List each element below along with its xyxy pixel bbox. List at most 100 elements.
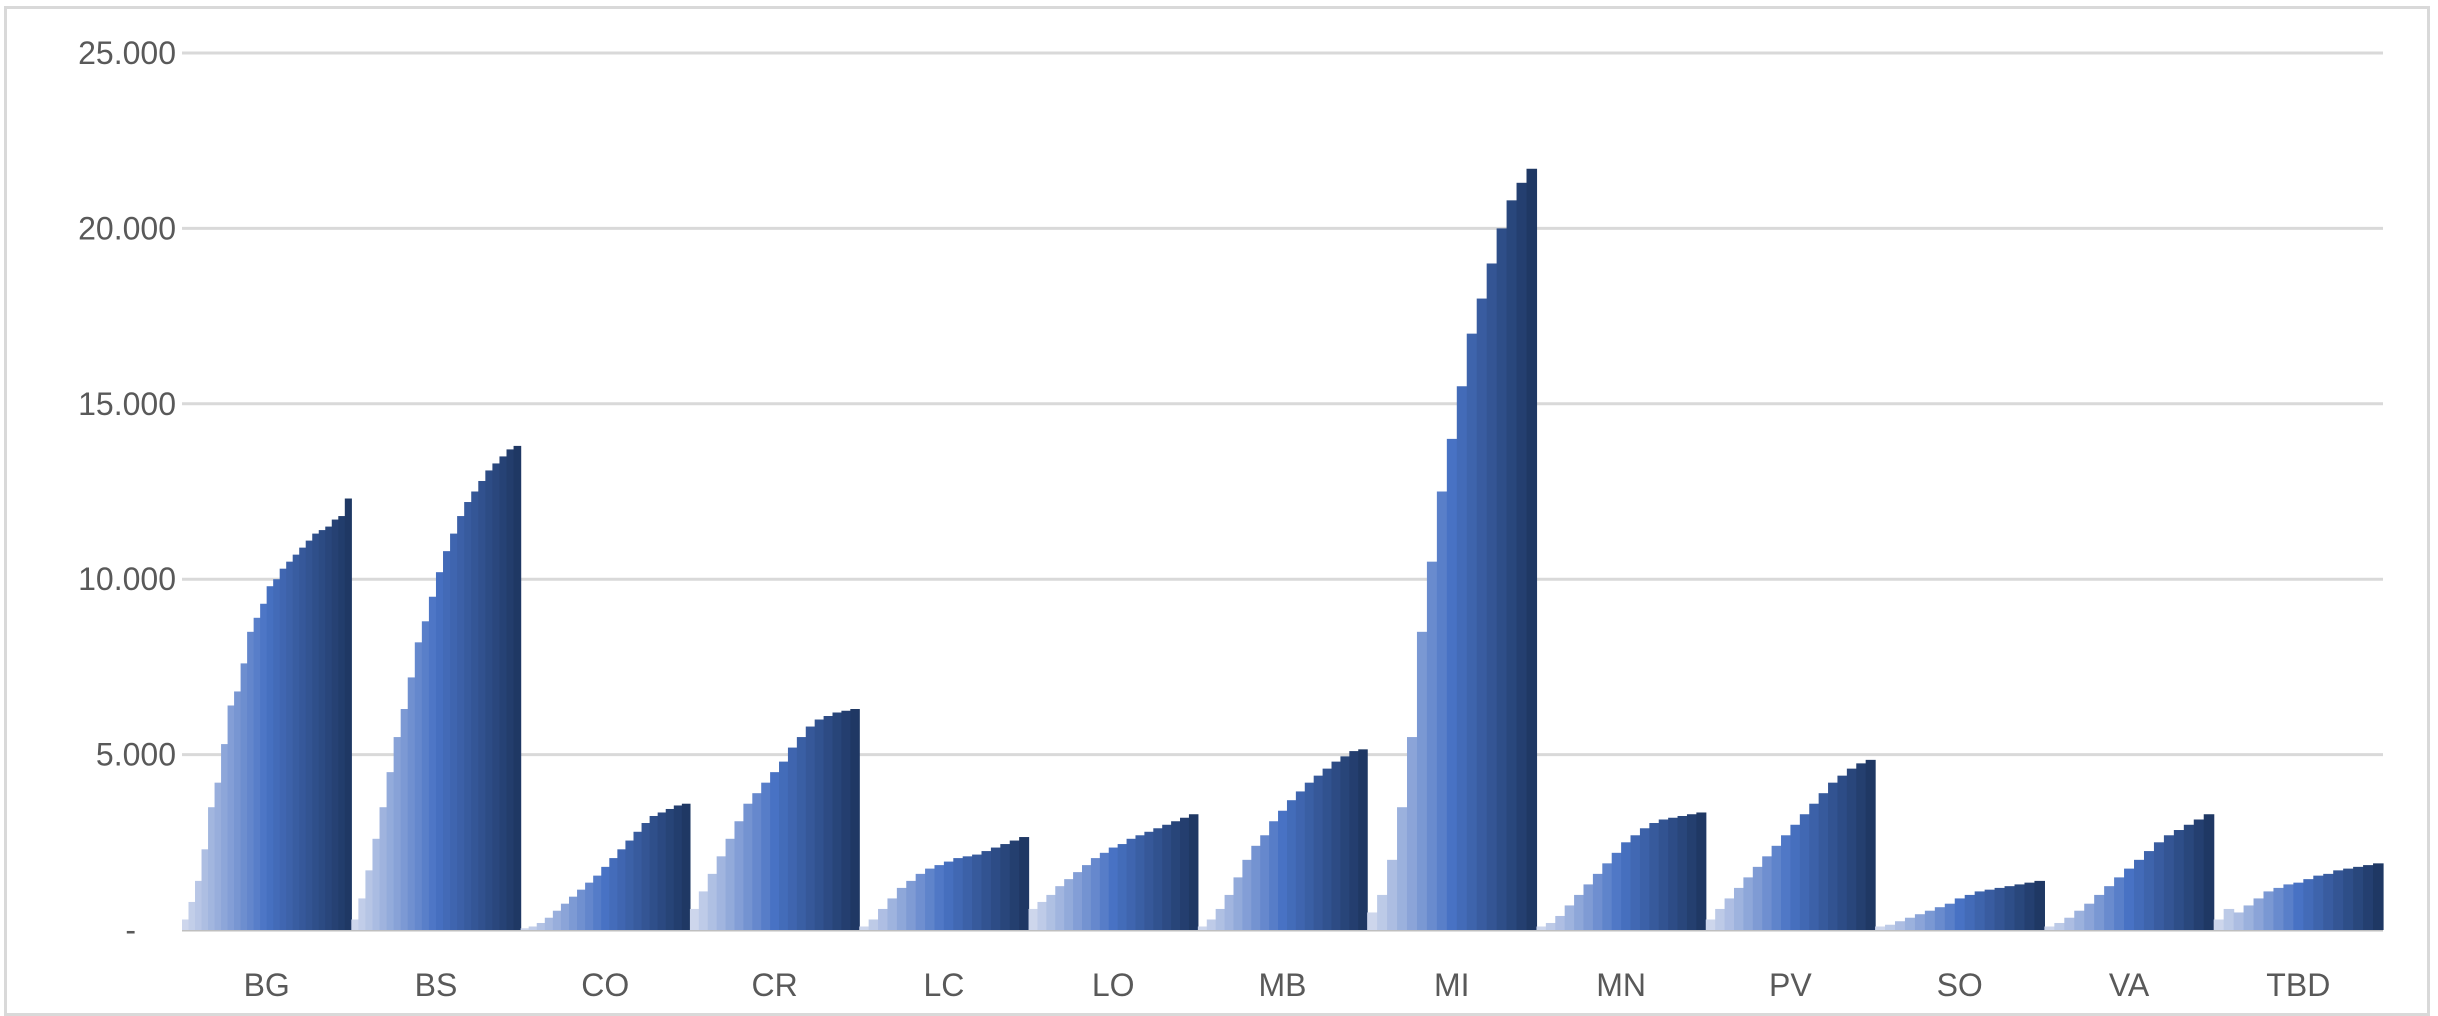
bar [485, 470, 493, 930]
bar [2153, 842, 2165, 930]
bar [1724, 898, 1735, 930]
x-tick-label: BS [415, 967, 458, 1003]
bar [2054, 922, 2065, 930]
bar [2163, 835, 2175, 930]
bar [351, 919, 359, 930]
bar [1545, 922, 1556, 930]
y-tick-label: - [125, 912, 136, 948]
bar [344, 498, 352, 930]
bar [1621, 842, 1632, 930]
bar [1837, 775, 1848, 930]
bar [832, 712, 843, 930]
bar-group-mb [1197, 749, 1368, 930]
y-tick-label: 20.000 [78, 210, 176, 246]
bar [528, 926, 538, 930]
bar [234, 691, 242, 930]
bar [188, 901, 196, 930]
bar [2034, 880, 2045, 930]
bar [896, 887, 907, 930]
bar [934, 865, 945, 930]
bar [2173, 830, 2185, 930]
bar [286, 561, 294, 930]
bar [1153, 828, 1163, 930]
bar [752, 793, 762, 930]
bar [1752, 866, 1763, 930]
bar [1340, 756, 1350, 930]
bar [601, 866, 610, 930]
bar [331, 519, 339, 930]
bar [743, 803, 753, 930]
bar [943, 861, 954, 930]
bar [1974, 891, 1986, 930]
bar [358, 898, 367, 930]
y-tick-label: 10.000 [78, 561, 176, 597]
bar [457, 516, 465, 930]
bar [734, 821, 744, 930]
bar [1037, 901, 1047, 930]
bar [1781, 835, 1792, 930]
bar [260, 603, 268, 930]
x-tick-label: VA [2109, 967, 2150, 1003]
bar [1611, 852, 1622, 930]
bar [312, 533, 320, 930]
bar [2313, 875, 2324, 930]
bar [850, 709, 860, 930]
bar [689, 908, 700, 930]
y-tick-label: 5.000 [96, 737, 176, 773]
bar [1574, 894, 1585, 930]
bar-group-tbd [2213, 863, 2384, 930]
bar [279, 568, 287, 930]
bar [657, 812, 667, 930]
bar [201, 849, 209, 930]
bar [266, 586, 274, 930]
bar [698, 891, 709, 930]
bar [2243, 905, 2255, 930]
bar [318, 530, 326, 930]
bar [1171, 821, 1181, 930]
bar [2114, 877, 2125, 930]
bar [1322, 768, 1333, 930]
bar [1762, 856, 1773, 930]
bar [1278, 810, 1288, 930]
bar [2014, 884, 2026, 930]
bar [2004, 886, 2016, 930]
bar [1295, 791, 1306, 930]
bar [365, 870, 374, 930]
bar [972, 854, 983, 930]
bar [1197, 926, 1208, 930]
bar [2343, 868, 2354, 930]
bar-group-so [1875, 880, 2045, 930]
x-tick-label: SO [1937, 967, 1983, 1003]
bar [593, 875, 602, 930]
bar [1090, 858, 1101, 930]
bar [536, 922, 546, 930]
bar [1924, 910, 1936, 930]
bar [568, 896, 578, 930]
bar [1809, 803, 1820, 930]
bar-group-bs [351, 445, 522, 930]
bar [1994, 887, 2006, 930]
bar [1954, 898, 1966, 930]
bar [227, 705, 235, 930]
bar [1496, 228, 1508, 930]
bar [435, 572, 444, 930]
bar [1895, 921, 1906, 930]
bar [2283, 884, 2294, 930]
bar [1466, 333, 1478, 930]
bar [1715, 908, 1726, 930]
bar [2094, 894, 2105, 930]
bar [1009, 840, 1020, 930]
bar [492, 463, 501, 930]
bar [2253, 898, 2265, 930]
bar [2183, 824, 2195, 930]
x-tick-label: CO [581, 967, 629, 1003]
bar [372, 838, 381, 930]
bar [1019, 837, 1030, 930]
bar [953, 858, 964, 930]
bar [552, 910, 562, 930]
bar [577, 889, 586, 930]
bar [1397, 807, 1408, 930]
bar [906, 880, 917, 930]
bar [1516, 182, 1528, 931]
bar [247, 631, 255, 930]
